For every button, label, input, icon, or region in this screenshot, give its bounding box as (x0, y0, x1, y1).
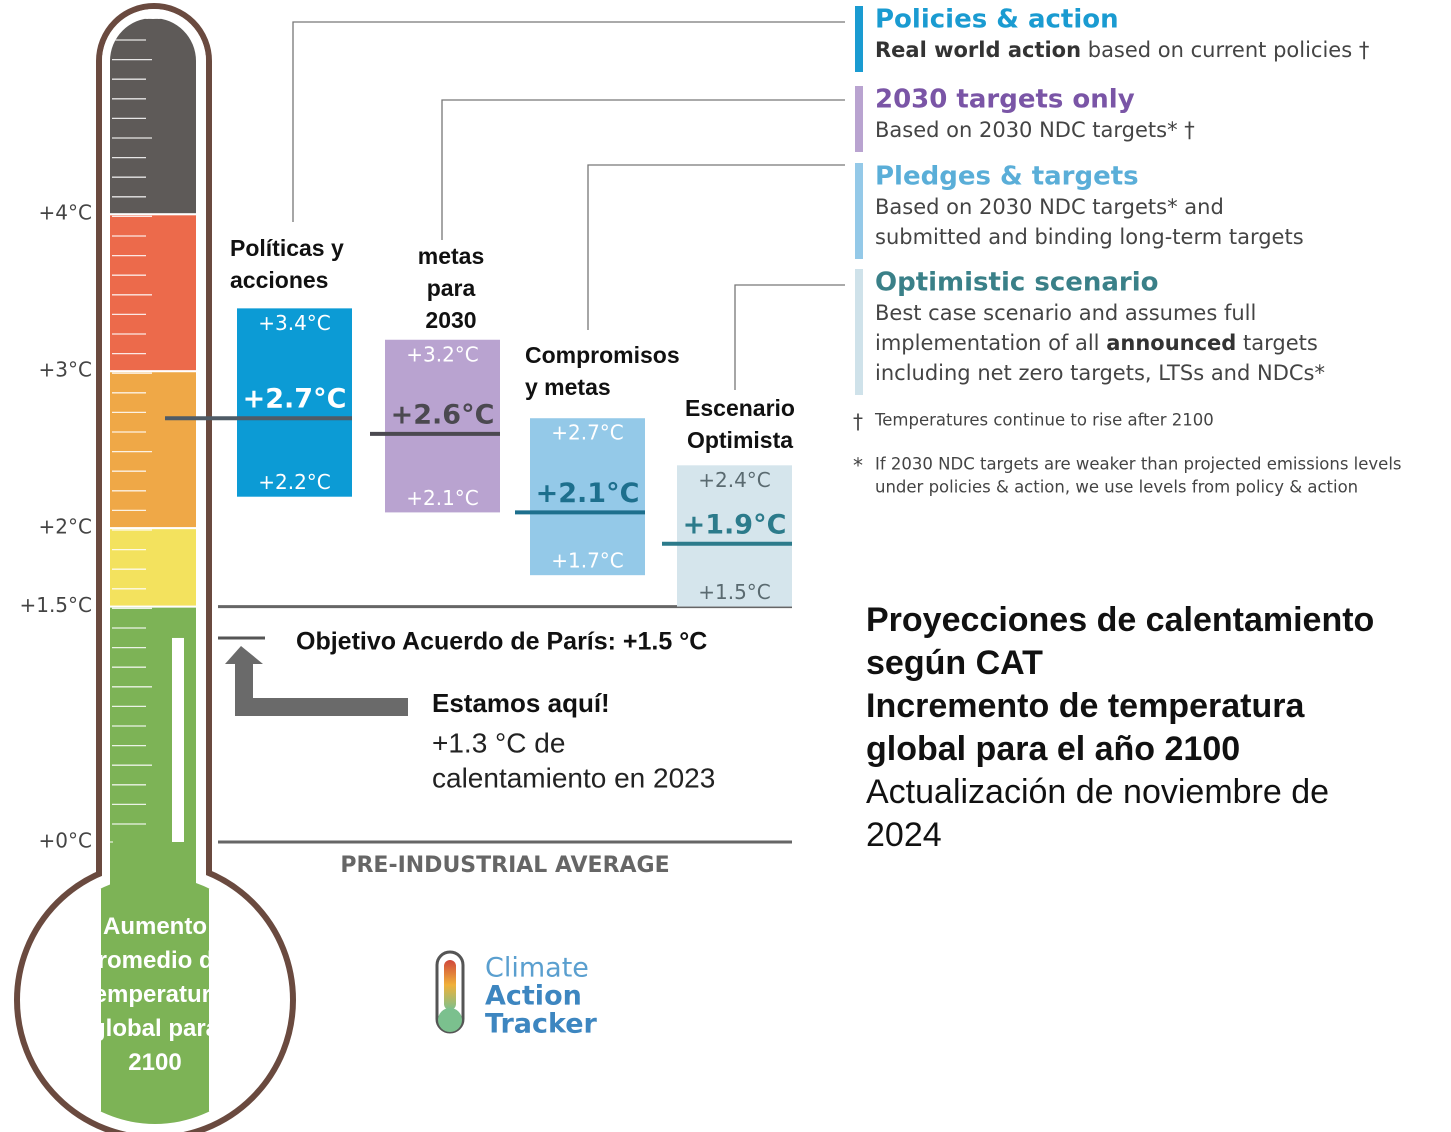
connector (735, 285, 845, 390)
legend-text-part: based on current policies † (1081, 38, 1369, 62)
bulb-label-part: promedio de (83, 947, 227, 974)
legend-text: Based on 2030 NDC targets* and (875, 195, 1224, 219)
note-text: If 2030 NDC targets are weaker than proj… (875, 455, 1402, 474)
logo-text: Climate (485, 953, 589, 984)
legend-title: Pledges & targets (875, 162, 1139, 192)
legend-text-part: announced (1106, 331, 1236, 355)
low-label: +2.1°C (406, 486, 479, 510)
legend-text: Real world action based on current polic… (875, 38, 1369, 62)
current-level (172, 638, 184, 842)
bulb-label: 2100 (128, 1049, 181, 1076)
chart-title: 2024 (866, 816, 942, 854)
chart-title: según CAT (866, 644, 1043, 682)
series-name: Escenario (685, 395, 795, 421)
bulb-label: Aumento (103, 913, 207, 940)
chart-title: Actualización de noviembre de (866, 773, 1329, 811)
legend-text-part: Real world action (875, 38, 1081, 62)
high-label: +3.4°C (258, 311, 331, 335)
mid-label: +2.6°C (391, 399, 495, 430)
bulb-label-part: global para (91, 1015, 220, 1042)
connector (293, 22, 845, 222)
legend-text: including net zero targets, LTSs and NDC… (875, 361, 1325, 385)
high-label: +3.2°C (406, 342, 479, 366)
bulb-label: promedio de (83, 947, 227, 974)
series-name: acciones (230, 267, 328, 293)
current-label: calentamiento en 2023 (432, 762, 715, 793)
legend-text: Based on 2030 NDC targets* † (875, 118, 1195, 142)
legend-text-part: Best case scenario and assumes full (875, 301, 1256, 325)
temperature-band (100, 214, 210, 371)
legend-text-part: Based on 2030 NDC targets* and (875, 195, 1224, 219)
chart-title: Incremento de temperatura (866, 687, 1305, 725)
series-name: para (427, 275, 476, 301)
current-arrow (225, 646, 408, 716)
logo-text: Tracker (485, 1009, 598, 1040)
legend-text-part: including net zero targets, LTSs and NDC… (875, 361, 1325, 385)
series-name: metas (418, 243, 484, 269)
low-label: +1.7°C (551, 549, 624, 573)
legend-text-part: implementation of all (875, 331, 1106, 355)
baseline-label: PRE-INDUSTRIAL AVERAGE (340, 853, 669, 878)
y-tick-label: +0°C (39, 829, 92, 853)
legend-swatch (855, 86, 863, 152)
chart-title: Proyecciones de calentamiento (866, 601, 1374, 639)
connector (588, 165, 845, 330)
series-name: Compromisos (525, 342, 680, 368)
legend-swatch (855, 163, 863, 259)
note-text: Temperatures continue to rise after 2100 (874, 411, 1214, 430)
legend-title: Policies & action (875, 5, 1119, 35)
paris-label: Objetivo Acuerdo de París: +1.5 °C (296, 628, 707, 656)
temperature-band (100, 18, 210, 214)
legend-text-part: Based on 2030 NDC targets* † (875, 118, 1195, 142)
note-symbol: * (853, 454, 863, 478)
infographic: +0°C +1.5°C +2°C +3°C +4°C Aumento promedio de… (0, 0, 1451, 1132)
legend-text: implementation of all announced targets (875, 331, 1318, 355)
high-label: +2.7°C (551, 421, 624, 445)
legend-swatch (855, 6, 863, 72)
y-tick-label: +2°C (39, 515, 92, 539)
mid-label: +2.1°C (536, 478, 640, 509)
low-label: +2.2°C (258, 470, 331, 494)
bulb-label: global para (91, 1015, 220, 1042)
bulb-label-part: 2100 (128, 1049, 181, 1076)
bulb-label-part: temperatura (86, 981, 225, 1008)
series-name: y metas (525, 374, 611, 400)
low-label: +1.5°C (698, 580, 771, 604)
bulb-label: temperatura (86, 981, 225, 1008)
temperature-band (100, 371, 210, 528)
legend-text: Best case scenario and assumes full (875, 301, 1256, 325)
note-symbol: † (853, 410, 863, 434)
high-label: +2.4°C (698, 468, 771, 492)
chart-title: global para el año 2100 (866, 730, 1240, 768)
mid-label: +2.7°C (243, 384, 347, 415)
series-name: Políticas y (230, 235, 344, 261)
legend-text-part: targets (1236, 331, 1317, 355)
y-tick-label: +1.5°C (19, 593, 92, 617)
mid-label: +1.9°C (683, 509, 787, 540)
legend-title: Optimistic scenario (875, 268, 1159, 298)
legend-title: 2030 targets only (875, 85, 1135, 115)
series-name: Optimista (687, 427, 793, 453)
legend-swatch (855, 269, 863, 395)
y-tick-label: +4°C (39, 201, 92, 225)
y-tick-label: +3°C (39, 358, 92, 382)
legend-text-part: submitted and binding long-term targets (875, 225, 1304, 249)
series-name: 2030 (425, 307, 476, 333)
current-label: +1.3 °C de (432, 727, 565, 758)
bulb-label-part: Aumento (103, 913, 207, 940)
temperature-band (100, 528, 210, 606)
logo (437, 952, 463, 1032)
logo-text: Action (485, 981, 582, 1012)
current-title: Estamos aquí! (432, 688, 610, 718)
note-text: under policies & action, we use levels f… (875, 478, 1358, 497)
connector (442, 100, 845, 240)
legend-text: submitted and binding long-term targets (875, 225, 1304, 249)
